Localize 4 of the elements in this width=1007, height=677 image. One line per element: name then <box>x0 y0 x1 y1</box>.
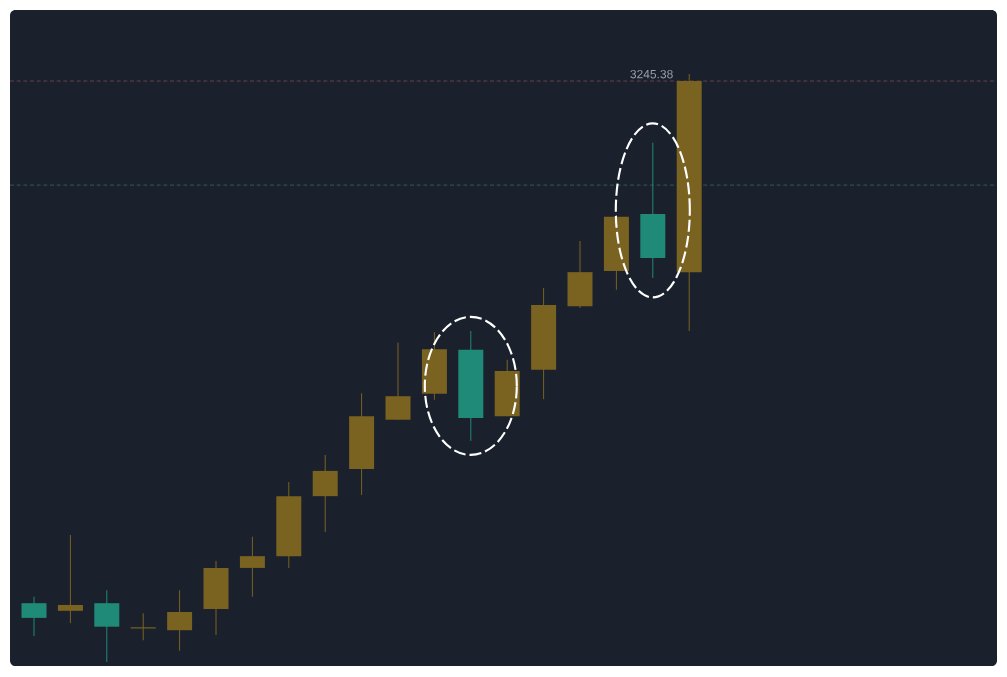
candlestick <box>57 534 83 624</box>
annotation: 3245.38 <box>630 69 673 79</box>
candlestick <box>239 536 265 598</box>
candlestick <box>130 612 157 641</box>
